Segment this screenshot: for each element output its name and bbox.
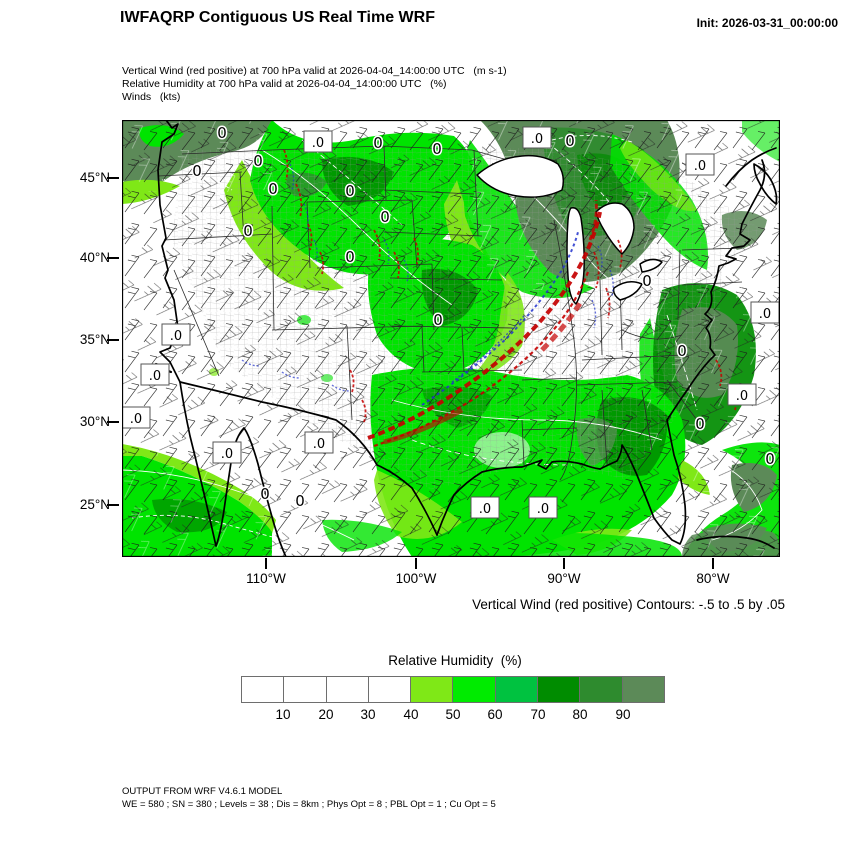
svg-text:0: 0 xyxy=(217,124,227,142)
lon-tick-90w xyxy=(563,558,565,569)
lat-tick-25n xyxy=(107,504,119,506)
vertical-wind-contours-red xyxy=(283,149,737,448)
svg-text:0: 0 xyxy=(260,485,270,503)
vertical-wind-contours-blue xyxy=(241,163,614,406)
svg-text:.0: .0 xyxy=(479,502,491,517)
svg-text:.0: .0 xyxy=(221,447,233,462)
colorbar-tick-label: 80 xyxy=(572,707,588,722)
footer-model-line: OUTPUT FROM WRF V4.6.1 MODEL xyxy=(122,786,283,797)
svg-text:0: 0 xyxy=(695,415,705,433)
svg-text:0: 0 xyxy=(433,311,443,329)
svg-text:0: 0 xyxy=(677,342,687,360)
colorbar-cell xyxy=(241,676,285,703)
svg-text:.0: .0 xyxy=(759,307,771,322)
colorbar-cell xyxy=(410,676,454,703)
subtitle-winds: Winds (kts) xyxy=(122,91,181,103)
colorbar-tick-label: 30 xyxy=(360,707,376,722)
lat-label-40n: 40°N xyxy=(79,250,110,265)
map-frame xyxy=(121,119,781,558)
lat-tick-35n xyxy=(107,339,119,341)
svg-text:.0: .0 xyxy=(537,502,549,517)
colorbar-cell xyxy=(367,676,412,703)
subtitle-relative-humidity: Relative Humidity at 700 hPa valid at 20… xyxy=(122,78,447,90)
svg-text:0: 0 xyxy=(192,162,202,180)
subtitle-vertical-wind: Vertical Wind (red positive) at 700 hPa … xyxy=(122,65,507,77)
svg-text:0: 0 xyxy=(432,140,442,158)
colorbar-tick-label: 90 xyxy=(615,707,631,722)
page-title: IWFAQRP Contiguous US Real Time WRF xyxy=(120,9,435,26)
svg-text:0: 0 xyxy=(765,450,775,468)
lat-label-35n: 35°N xyxy=(79,332,110,347)
lon-label-100w: 100°W xyxy=(395,571,437,586)
lon-label-90w: 90°W xyxy=(547,571,581,586)
footer-config-line: WE = 580 ; SN = 380 ; Levels = 38 ; Dis … xyxy=(122,799,496,810)
great-lakes xyxy=(476,154,663,305)
svg-text:0: 0 xyxy=(642,272,652,290)
colorbar-tick-label: 50 xyxy=(445,707,461,722)
lat-tick-40n xyxy=(107,257,119,259)
colorbar-title: Relative Humidity (%) xyxy=(388,653,522,668)
svg-text:.0: .0 xyxy=(736,389,748,404)
colorbar-cell xyxy=(621,676,665,703)
state-borders xyxy=(157,145,743,481)
map-svg: 0 0 0 0 0 0 0 0 0 0 0 0 0 0 0 0 0 0 .0 .… xyxy=(121,119,781,558)
svg-text:0: 0 xyxy=(253,152,263,170)
colorbar xyxy=(241,676,665,703)
svg-text:.0: .0 xyxy=(531,132,543,147)
svg-text:0: 0 xyxy=(373,134,383,152)
svg-text:0: 0 xyxy=(345,182,355,200)
zero-contour-labels: 0 0 0 0 0 0 0 0 0 0 0 0 0 0 0 0 0 0 .0 .… xyxy=(121,123,780,519)
lat-tick-45n xyxy=(107,177,119,179)
lat-label-30n: 30°N xyxy=(79,414,110,429)
contour-range-note: Vertical Wind (red positive) Contours: -… xyxy=(472,597,785,612)
wind-barb-layer xyxy=(122,120,780,557)
svg-text:.0: .0 xyxy=(312,136,324,151)
lat-label-45n: 45°N xyxy=(79,170,110,185)
svg-text:0: 0 xyxy=(295,492,305,510)
colorbar-cell xyxy=(452,676,496,703)
colorbar-cell xyxy=(537,676,581,703)
svg-text:0: 0 xyxy=(243,222,253,240)
colorbar-tick-label: 60 xyxy=(487,707,503,722)
colorbar-tick-label: 10 xyxy=(275,707,291,722)
svg-text:0: 0 xyxy=(345,248,355,266)
svg-text:0: 0 xyxy=(268,180,278,198)
lon-label-80w: 80°W xyxy=(696,571,730,586)
lat-tick-30n xyxy=(107,421,119,423)
lon-tick-80w xyxy=(712,558,714,569)
lon-tick-110w xyxy=(265,558,267,569)
init-timestamp: Init: 2026-03-31_00:00:00 xyxy=(696,16,838,30)
colorbar-cell xyxy=(283,676,327,703)
lon-label-110w: 110°W xyxy=(246,571,286,586)
svg-text:.0: .0 xyxy=(130,412,142,427)
svg-text:.0: .0 xyxy=(694,159,706,174)
svg-text:.0: .0 xyxy=(313,437,325,452)
colorbar-tick-label: 70 xyxy=(530,707,546,722)
lon-tick-100w xyxy=(415,558,417,569)
colorbar-cell xyxy=(579,676,623,703)
zero-contour-label-boxed: .0 .0 .0 .0 .0 .0 .0 .0 .0 .0 .0 .0 xyxy=(121,126,780,519)
colorbar-cell xyxy=(494,676,539,703)
lat-label-25n: 25°N xyxy=(79,497,110,512)
svg-text:0: 0 xyxy=(565,132,575,150)
colorbar-tick-label: 40 xyxy=(403,707,419,722)
svg-text:.0: .0 xyxy=(149,369,161,384)
colorbar-cell xyxy=(325,676,369,703)
svg-text:0: 0 xyxy=(380,208,390,226)
map-plot: 0 0 0 0 0 0 0 0 0 0 0 0 0 0 0 0 0 0 .0 .… xyxy=(121,119,781,558)
colorbar-tick-label: 20 xyxy=(318,707,334,722)
svg-text:.0: .0 xyxy=(170,329,182,344)
